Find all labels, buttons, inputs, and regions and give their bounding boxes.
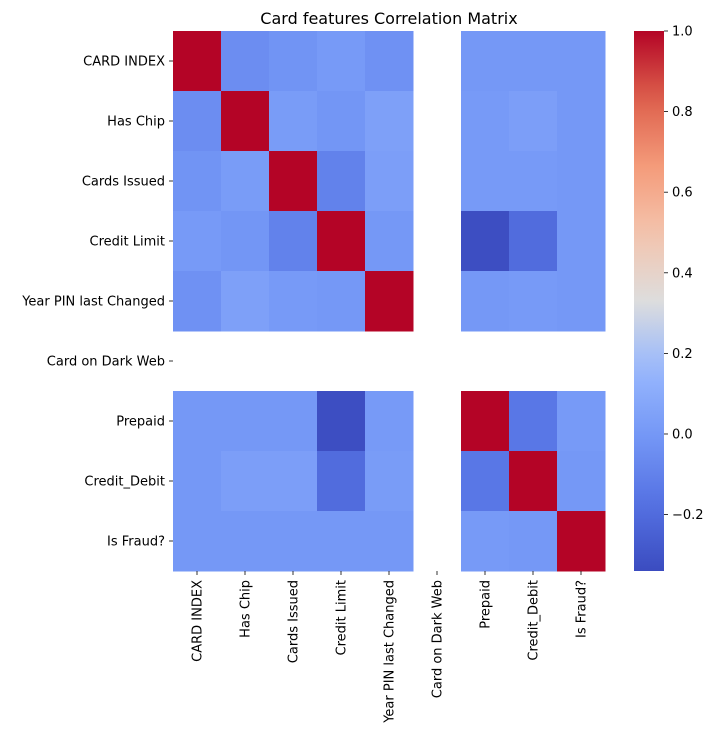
heatmap-cell bbox=[557, 211, 606, 272]
heatmap-cell bbox=[269, 211, 318, 272]
colorbar-tick-label: 0.6 bbox=[672, 186, 693, 201]
x-tick-label: Card on Dark Web bbox=[431, 580, 446, 698]
heatmap-cell bbox=[221, 451, 270, 512]
heatmap-cell bbox=[461, 91, 510, 152]
heatmap-cell bbox=[221, 91, 270, 152]
heatmap-cell bbox=[365, 511, 414, 572]
chart-title: Card features Correlation Matrix bbox=[260, 9, 517, 28]
y-tick-label: Prepaid bbox=[116, 415, 165, 430]
x-tick-label: Credit_Debit bbox=[527, 580, 542, 661]
heatmap-cell bbox=[509, 451, 558, 512]
x-tick-label: Prepaid bbox=[479, 580, 494, 629]
heatmap-cell bbox=[365, 451, 414, 512]
heatmap-cell bbox=[173, 91, 222, 152]
heatmap-cell bbox=[557, 391, 606, 452]
heatmap-cell bbox=[221, 31, 270, 92]
heatmap-cell bbox=[173, 511, 222, 572]
heatmap-cell bbox=[269, 451, 318, 512]
heatmap-cell bbox=[461, 451, 510, 512]
x-tick-label: Year PIN last Changed bbox=[383, 580, 398, 724]
colorbar-ticks: 1.0 0.8 0.6 0.4 0.2 0.0 −0.2 bbox=[664, 25, 704, 523]
heatmap-cell bbox=[221, 391, 270, 452]
x-tick-label: Is Fraud? bbox=[575, 580, 590, 638]
y-tick-label: Is Fraud? bbox=[107, 535, 165, 550]
heatmap-cell bbox=[509, 211, 558, 272]
colorbar-tick-label: 0.8 bbox=[672, 105, 693, 120]
heatmap-cell bbox=[269, 31, 318, 92]
heatmap-cell bbox=[365, 31, 414, 92]
colorbar-tick-label: 0.0 bbox=[672, 427, 693, 442]
heatmap-cell bbox=[365, 151, 414, 212]
heatmap-cell bbox=[557, 271, 606, 332]
heatmap-cell bbox=[269, 271, 318, 332]
heatmap-cell bbox=[221, 151, 270, 212]
y-tick-label: Cards Issued bbox=[82, 175, 165, 190]
colorbar-tick-label: 0.4 bbox=[672, 266, 693, 281]
heatmap-cell bbox=[269, 91, 318, 152]
heatmap-cell bbox=[173, 451, 222, 512]
y-tick-label: Card on Dark Web bbox=[47, 355, 165, 370]
colorbar bbox=[634, 31, 664, 571]
colorbar-tick-label: −0.2 bbox=[672, 508, 704, 523]
heatmap-cell bbox=[557, 151, 606, 212]
y-axis-tick-labels: CARD INDEX Has Chip Cards Issued Credit Lim… bbox=[21, 55, 173, 550]
heatmap-cell bbox=[173, 151, 222, 212]
heatmap-cell bbox=[269, 511, 318, 572]
heatmap-cell bbox=[461, 151, 510, 212]
heatmap-cell bbox=[221, 511, 270, 572]
heatmap-cell bbox=[317, 511, 366, 572]
x-tick-label: Has Chip bbox=[239, 580, 254, 638]
heatmap-cells bbox=[173, 31, 606, 572]
colorbar-tick-label: 0.2 bbox=[672, 347, 693, 362]
y-tick-label: Year PIN last Changed bbox=[21, 295, 165, 310]
x-tick-label: Credit Limit bbox=[335, 580, 350, 655]
heatmap-cell bbox=[269, 391, 318, 452]
heatmap-cell bbox=[317, 211, 366, 272]
colorbar-tick-label: 1.0 bbox=[672, 25, 693, 40]
heatmap-cell bbox=[509, 391, 558, 452]
heatmap-cell bbox=[317, 91, 366, 152]
heatmap-cell bbox=[317, 451, 366, 512]
heatmap-cell bbox=[317, 271, 366, 332]
heatmap-cell bbox=[557, 91, 606, 152]
x-axis-tick-labels: CARD INDEX Has Chip Cards Issued Credit Lim… bbox=[191, 571, 590, 724]
x-tick-label: Cards Issued bbox=[287, 580, 302, 663]
heatmap-cell bbox=[221, 211, 270, 272]
heatmap-cell bbox=[317, 151, 366, 212]
heatmap-cell bbox=[557, 451, 606, 512]
heatmap-cell bbox=[509, 271, 558, 332]
y-tick-label: Credit_Debit bbox=[84, 475, 165, 490]
y-tick-label: Credit Limit bbox=[90, 235, 165, 250]
heatmap-cell bbox=[365, 211, 414, 272]
heatmap-cell bbox=[173, 391, 222, 452]
heatmap-cell bbox=[365, 91, 414, 152]
heatmap-cell bbox=[317, 31, 366, 92]
heatmap-cell bbox=[557, 511, 606, 572]
heatmap-cell bbox=[173, 271, 222, 332]
heatmap-cell bbox=[365, 271, 414, 332]
heatmap-cell bbox=[365, 391, 414, 452]
heatmap-cell bbox=[461, 211, 510, 272]
heatmap-cell bbox=[173, 211, 222, 272]
heatmap-cell bbox=[173, 31, 222, 92]
heatmap-cell bbox=[509, 511, 558, 572]
heatmap-cell bbox=[269, 151, 318, 212]
x-tick-label: CARD INDEX bbox=[191, 580, 206, 662]
heatmap-cell bbox=[557, 31, 606, 92]
y-tick-label: Has Chip bbox=[107, 115, 165, 130]
heatmap-cell bbox=[509, 31, 558, 92]
y-tick-label: CARD INDEX bbox=[83, 55, 165, 70]
heatmap-cell bbox=[461, 391, 510, 452]
heatmap-cell bbox=[461, 31, 510, 92]
heatmap-cell bbox=[509, 151, 558, 212]
heatmap-cell bbox=[509, 91, 558, 152]
heatmap-cell bbox=[317, 391, 366, 452]
heatmap-cell bbox=[461, 271, 510, 332]
heatmap-cell bbox=[221, 271, 270, 332]
heatmap-cell bbox=[461, 511, 510, 572]
